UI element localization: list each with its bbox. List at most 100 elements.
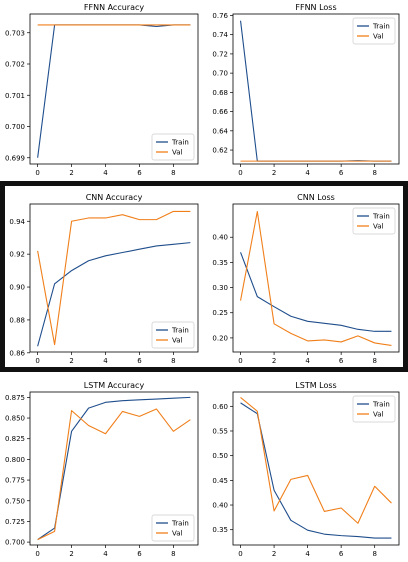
y-tick-label: 0.700: [5, 123, 25, 131]
legend-label-val: Val: [373, 223, 384, 231]
y-tick-label: 0.700: [5, 539, 25, 547]
x-tick-label: 8: [171, 550, 175, 558]
x-tick-label: 6: [339, 357, 344, 365]
series-line-val: [240, 211, 392, 347]
y-tick-label: 0.50: [212, 452, 228, 460]
y-tick-label: 0.40: [212, 234, 228, 242]
y-tick-label: 0.875: [5, 394, 25, 402]
chart-1: FFNN Accuracy 0 2 4 6 8 0.699 0.700 0.701 0.702 0.…: [5, 3, 199, 177]
legend-label-train: Train: [171, 327, 189, 335]
y-tick-label: 0.68: [212, 89, 228, 97]
plot-frame: [232, 13, 400, 165]
plot-frame: [29, 203, 199, 353]
x-tick-label: 8: [372, 169, 376, 177]
legend-label-train: Train: [171, 520, 189, 528]
legend-label-train: Train: [171, 139, 189, 147]
y-tick-label: 0.703: [5, 29, 25, 37]
legend: Train Val: [352, 207, 396, 235]
legend-label-train: Train: [372, 401, 390, 409]
chart-2: FFNN Loss 0 2 4 6 8 0.62 0.64 0.66 0.68 0.70 0.72 0.…: [212, 3, 400, 177]
x-tick-label: 0: [238, 169, 242, 177]
chart-title: CNN Accuracy: [86, 193, 143, 202]
x-tick-label: 2: [272, 550, 276, 558]
chart-title: LSTM Accuracy: [84, 381, 145, 390]
x-tick-label: 0: [35, 169, 39, 177]
x-tick-label: 6: [137, 169, 142, 177]
y-tick-label: 0.45: [212, 477, 228, 485]
series-line-val: [37, 210, 191, 346]
chart-3: CNN Accuracy 0 2 4 6 8 0.86 0.88 0.90 0.92 0.94 Tra…: [9, 193, 199, 365]
series-line-val: [240, 397, 392, 524]
y-tick-label: 0.66: [212, 108, 228, 116]
series-line-train: [37, 242, 191, 347]
y-tick-label: 0.35: [212, 526, 228, 534]
chart-6: LSTM Loss 0 2 4 6 8 0.35 0.40 0.45 0.50 0.55 0.60 Tr…: [212, 381, 400, 558]
plot-frame: [29, 391, 199, 546]
y-tick-label: 0.72: [212, 50, 228, 58]
x-tick-label: 0: [35, 550, 39, 558]
y-tick-label: 0.725: [5, 518, 25, 526]
y-tick-label: 0.699: [5, 154, 25, 162]
x-tick-label: 2: [272, 169, 276, 177]
legend-box: [352, 395, 396, 423]
legend-box: [352, 207, 396, 235]
plot-frame: [232, 391, 400, 546]
chart-title: FFNN Loss: [295, 3, 336, 12]
y-tick-label: 0.74: [212, 31, 228, 39]
legend-box: [151, 321, 195, 349]
y-tick-label: 0.800: [5, 456, 25, 464]
y-tick-label: 0.88: [9, 316, 25, 324]
y-tick-label: 0.702: [5, 61, 25, 69]
chart-4: CNN Loss 0 2 4 6 8 0.20 0.25 0.30 0.35 0.40 Train Va…: [212, 193, 400, 365]
chart-title: CNN Loss: [297, 193, 335, 202]
legend-label-val: Val: [172, 530, 183, 538]
x-tick-label: 2: [69, 357, 73, 365]
y-tick-label: 0.55: [212, 427, 228, 435]
x-tick-label: 4: [305, 550, 310, 558]
chart-title: FFNN Accuracy: [84, 3, 145, 12]
x-tick-label: 6: [339, 550, 344, 558]
series-line-val: [37, 408, 191, 541]
x-tick-label: 8: [372, 550, 376, 558]
y-tick-label: 0.62: [212, 147, 228, 155]
cnn-row-background: [5, 186, 403, 367]
series-line-train: [240, 402, 392, 539]
y-tick-label: 0.94: [9, 218, 25, 226]
y-tick-label: 0.40: [212, 502, 228, 510]
legend-label-train: Train: [372, 23, 390, 31]
y-tick-label: 0.25: [212, 309, 228, 317]
y-tick-label: 0.86: [9, 349, 25, 357]
x-tick-label: 4: [103, 357, 108, 365]
x-tick-label: 0: [238, 550, 242, 558]
x-tick-label: 4: [305, 169, 310, 177]
x-tick-label: 6: [137, 357, 142, 365]
legend-label-val: Val: [172, 149, 183, 157]
x-tick-label: 2: [69, 169, 73, 177]
legend-box: [151, 133, 195, 161]
cnn-row-highlight: [0, 181, 408, 372]
legend-label-train: Train: [372, 213, 390, 221]
chart-title: LSTM Loss: [295, 381, 336, 390]
x-tick-label: 6: [339, 169, 344, 177]
x-tick-label: 4: [305, 357, 310, 365]
x-tick-label: 6: [137, 550, 142, 558]
y-tick-label: 0.701: [5, 92, 25, 100]
legend: Train Val: [352, 395, 396, 423]
legend: Train Val: [151, 321, 195, 349]
x-tick-label: 4: [103, 169, 108, 177]
y-tick-label: 0.64: [212, 127, 228, 135]
y-tick-label: 0.70: [212, 70, 228, 78]
x-tick-label: 0: [238, 357, 242, 365]
y-tick-label: 0.850: [5, 415, 25, 423]
x-tick-label: 0: [35, 357, 39, 365]
chart-5: LSTM Accuracy 0 2 4 6 8 0.700 0.725 0.750 0.775 0.…: [5, 381, 199, 558]
legend: Train Val: [352, 17, 396, 45]
series-line-train: [37, 396, 191, 541]
x-tick-label: 8: [171, 357, 175, 365]
plot-frame: [232, 203, 400, 353]
legend: Train Val: [151, 133, 195, 161]
legend-label-val: Val: [373, 33, 384, 41]
y-tick-label: 0.60: [212, 403, 228, 411]
y-tick-label: 0.775: [5, 477, 25, 485]
